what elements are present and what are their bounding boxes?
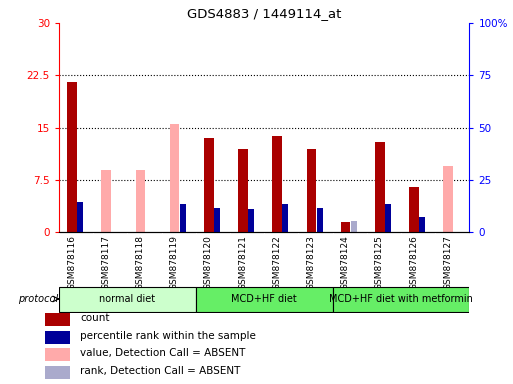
Bar xyxy=(341,222,350,232)
Bar xyxy=(59,287,196,312)
Bar xyxy=(419,217,425,232)
Text: GSM878120: GSM878120 xyxy=(204,235,213,290)
Bar xyxy=(102,170,111,232)
Text: value, Detection Call = ABSENT: value, Detection Call = ABSENT xyxy=(80,348,245,358)
Bar xyxy=(45,349,70,361)
Bar xyxy=(282,204,288,232)
Text: GSM878124: GSM878124 xyxy=(341,235,350,290)
Text: MCD+HF diet with metformin: MCD+HF diet with metformin xyxy=(329,294,473,304)
Bar xyxy=(77,202,83,232)
Bar xyxy=(409,187,419,232)
Text: GSM878117: GSM878117 xyxy=(101,235,110,290)
Text: MCD+HF diet: MCD+HF diet xyxy=(231,294,297,304)
Text: GSM878125: GSM878125 xyxy=(375,235,384,290)
Bar xyxy=(248,209,254,232)
Bar xyxy=(272,136,282,232)
Bar xyxy=(45,331,70,344)
Text: GSM878127: GSM878127 xyxy=(443,235,452,290)
Bar xyxy=(204,138,213,232)
Text: GSM878121: GSM878121 xyxy=(238,235,247,290)
Bar xyxy=(135,170,145,232)
Bar xyxy=(341,222,350,232)
Bar xyxy=(332,287,469,312)
Bar xyxy=(45,313,70,326)
Bar xyxy=(443,166,453,232)
Text: rank, Detection Call = ABSENT: rank, Detection Call = ABSENT xyxy=(80,366,240,376)
Text: protocol: protocol xyxy=(18,294,58,304)
Bar xyxy=(351,221,357,232)
Text: GSM878119: GSM878119 xyxy=(170,235,179,290)
Bar xyxy=(67,82,77,232)
Bar xyxy=(238,149,248,232)
Bar xyxy=(170,124,180,232)
Bar xyxy=(307,149,316,232)
Text: GSM878126: GSM878126 xyxy=(409,235,418,290)
Bar xyxy=(45,366,70,379)
Text: GSM878123: GSM878123 xyxy=(306,235,315,290)
Bar xyxy=(317,208,323,232)
Title: GDS4883 / 1449114_at: GDS4883 / 1449114_at xyxy=(187,7,341,20)
Text: count: count xyxy=(80,313,109,323)
Bar xyxy=(180,204,186,232)
Bar xyxy=(196,287,332,312)
Bar xyxy=(375,142,385,232)
Text: GSM878116: GSM878116 xyxy=(67,235,76,290)
Bar xyxy=(214,208,220,232)
Text: percentile rank within the sample: percentile rank within the sample xyxy=(80,331,256,341)
Bar xyxy=(385,204,391,232)
Text: normal diet: normal diet xyxy=(100,294,155,304)
Text: GSM878118: GSM878118 xyxy=(135,235,145,290)
Text: GSM878122: GSM878122 xyxy=(272,235,281,290)
